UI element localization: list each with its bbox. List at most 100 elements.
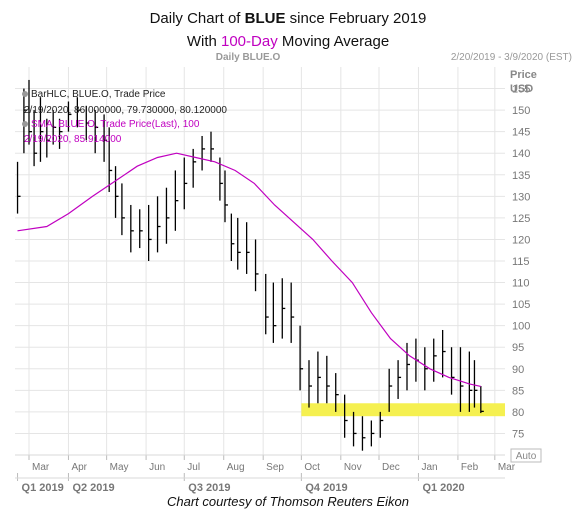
price-bar (58, 118, 63, 149)
auto-scale-button[interactable] (510, 448, 542, 463)
legend: BarHLC, BLUE.O, Trade Price 2/19/2020, 8… (22, 89, 227, 145)
price-bar (94, 110, 99, 154)
sma-legend-icon (22, 121, 28, 127)
y-tick-label: 75 (512, 428, 524, 440)
price-bar (370, 420, 375, 447)
price-bar (379, 411, 384, 438)
price-bar (299, 325, 304, 391)
price-bar (254, 239, 259, 292)
price-bar (230, 213, 235, 261)
quarter-label: Q1 2020 (422, 482, 464, 494)
price-bar (33, 110, 38, 167)
bar-legend-label: BarHLC, BLUE.O, Trade Price (31, 89, 166, 100)
chart-subtitle: With 100-Day Moving Average (186, 33, 390, 50)
price-bar (433, 338, 437, 382)
x-tick-label: Apr (71, 462, 87, 473)
price-bar (308, 360, 312, 408)
grid-lines (15, 67, 505, 455)
x-tick-label: May (110, 462, 129, 473)
quarter-label: Q1 2019 (22, 482, 64, 494)
auto-scale-label: Auto (516, 451, 537, 462)
x-tick-label: Oct (304, 462, 320, 473)
price-bar (335, 373, 339, 412)
price-bar (245, 222, 250, 274)
x-tick-label: Mar (32, 462, 50, 473)
chart-title: Daily Chart of BLUE since February 2019 (149, 10, 427, 27)
price-bar (352, 411, 357, 447)
panel-label: Daily BLUE.O (216, 52, 281, 63)
price-bar (67, 101, 72, 132)
price-bar (397, 360, 402, 399)
x-tick-label: Nov (344, 462, 362, 473)
price-bar (108, 127, 113, 193)
sma-legend-label: SMA, BLUE.O, Trade Price(Last), 100 (31, 119, 200, 130)
price-bar (424, 347, 428, 391)
y-tick-label: 85 (512, 385, 524, 397)
price-bar (388, 368, 393, 412)
price-bar (219, 157, 223, 201)
price-bar (85, 105, 90, 141)
price-bar (468, 351, 473, 412)
x-tick-label: Mar (498, 462, 516, 473)
price-bar (317, 351, 321, 404)
y-tick-label: 105 (512, 299, 530, 311)
y-tick-label: 115 (512, 256, 530, 268)
y-tick-label: 120 (512, 234, 530, 246)
price-bar (16, 161, 21, 214)
x-tick-label: Jul (187, 462, 200, 473)
price-bar (473, 360, 478, 408)
price-bar (46, 118, 50, 158)
y-tick-label: 150 (512, 105, 530, 117)
price-bars (16, 79, 484, 451)
x-tick-label: Jun (149, 462, 165, 473)
price-bar (183, 157, 188, 210)
price-bar (130, 204, 134, 253)
price-bar (290, 282, 295, 343)
price-bar (441, 329, 446, 378)
price-bar (361, 416, 366, 451)
y-unit-price: Price (510, 69, 537, 81)
price-bar (480, 386, 484, 414)
x-tick-label: Dec (382, 462, 400, 473)
price-bar (28, 79, 32, 145)
support-band (301, 403, 505, 417)
price-bar (52, 110, 57, 145)
quarter-label: Q2 2019 (72, 482, 114, 494)
y-tick-label: 100 (512, 321, 530, 333)
y-tick-label: 110 (512, 278, 530, 290)
sma-line (17, 152, 481, 387)
y-tick-label: 80 (512, 407, 524, 419)
price-bar (139, 209, 143, 249)
price-bar (459, 347, 464, 412)
price-bar (114, 166, 119, 218)
price-bar (174, 170, 179, 231)
y-tick-label: 125 (512, 213, 530, 225)
x-tick-label: Feb (461, 462, 479, 473)
price-bar (76, 97, 81, 128)
y-unit-usd: USD (510, 83, 533, 95)
x-tick-label: Aug (227, 462, 245, 473)
bar-legend-values: 2/19/2020, 86.000000, 79.730000, 80.1200… (24, 105, 227, 116)
price-bar (165, 187, 170, 244)
quarter-label: Q4 2019 (305, 482, 347, 494)
price-bar (237, 217, 241, 270)
x-tick-label: Sep (266, 462, 284, 473)
bar-legend-icon (22, 91, 28, 97)
price-bar (210, 131, 214, 162)
price-bar (201, 135, 206, 171)
price-bar (156, 196, 161, 253)
y-tick-label: 95 (512, 342, 524, 354)
price-bar (326, 355, 330, 404)
price-bar (224, 170, 228, 223)
price-bar (272, 282, 277, 343)
x-axis-labels: Mar Apr May Jun Jul Aug Sep Oct Nov Dec Jan Feb Mar Q… (17, 455, 516, 494)
y-tick-label: 140 (512, 148, 530, 160)
y-tick-label: 155 (512, 84, 530, 96)
y-tick-label: 145 (512, 127, 530, 139)
price-bar (281, 278, 286, 339)
y-tick-label: 130 (512, 191, 530, 203)
price-bar (39, 97, 44, 162)
price-bar (192, 148, 197, 188)
price-bar (103, 114, 108, 162)
